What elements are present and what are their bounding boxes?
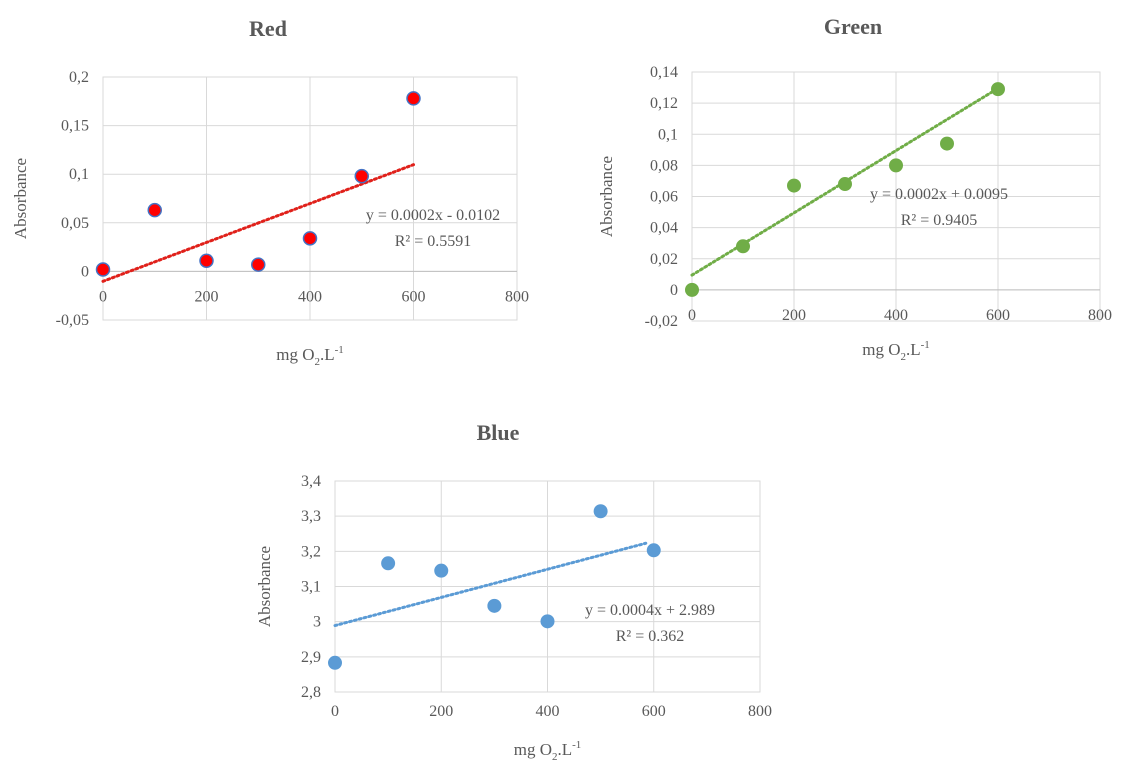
- green-data-point: [736, 239, 750, 254]
- red-x-tick-label: 800: [505, 288, 529, 305]
- blue-x-label-sub: 2: [552, 751, 558, 760]
- blue-trend-r2: R² = 0.362: [616, 628, 685, 645]
- blue-x-tick-label: 0: [331, 703, 339, 720]
- blue-x-label-main: mg O: [514, 740, 552, 759]
- green-data-point: [838, 177, 852, 192]
- green-chart: Green 0 200 400 600 800 -0,02 0 0,02 0,04 0,06 0,08…: [560, 0, 1121, 380]
- red-data-point: [406, 91, 421, 106]
- red-y-tick-label: 0,1: [69, 166, 89, 183]
- green-x-label-sub: 2: [900, 351, 906, 363]
- green-y-tick-label: 0,12: [650, 95, 678, 112]
- red-data-point: [199, 253, 214, 268]
- green-x-tick-label: 0: [688, 307, 696, 324]
- red-y-tick-label: 0,05: [61, 215, 89, 232]
- green-y-axis-label: Absorbance: [597, 156, 616, 237]
- blue-x-tick-label: 600: [642, 703, 666, 720]
- red-y-axis-label: Absorbance: [11, 158, 30, 239]
- red-y-tick-label: 0: [81, 263, 89, 280]
- green-chart-title: Green: [824, 14, 882, 39]
- red-x-tick-label: 200: [195, 288, 219, 305]
- red-y-tick-label: 0,15: [61, 118, 89, 135]
- green-x-label-main: mg O: [862, 340, 900, 359]
- red-x-tick-label: 400: [298, 288, 322, 305]
- blue-chart-svg: Blue 0 200 400 600 800 2,8 2,9 3 3,1 3,2 3,3 3,4 y = …: [255, 420, 772, 763]
- blue-data-point: [646, 543, 661, 558]
- blue-data-point: [593, 504, 608, 519]
- blue-x-label-rest: .L: [557, 740, 572, 759]
- blue-data-point: [381, 556, 396, 571]
- green-x-label-sup: -1: [921, 339, 930, 351]
- red-y-tick-label: 0,2: [69, 69, 89, 86]
- green-x-tick-label: 600: [986, 307, 1010, 324]
- red-trendline: [101, 163, 415, 283]
- green-x-tick-label: 400: [884, 307, 908, 324]
- blue-x-tick-label: 400: [536, 703, 560, 720]
- red-chart-svg: Red 0 200 400 600 800 -0,05 0 0,05 0,1 0,15 0,2 y = …: [11, 16, 529, 368]
- green-y-tick-label: 0,1: [658, 126, 678, 143]
- green-x-tick-label: 800: [1088, 307, 1112, 324]
- red-x-axis-label: mg O2.L-1: [276, 344, 344, 368]
- red-y-tick-label: -0,05: [56, 312, 89, 329]
- red-x-label-rest: .L: [320, 345, 335, 364]
- green-data-point: [991, 82, 1005, 97]
- red-data-point: [147, 202, 162, 218]
- red-x-label-main: mg O: [276, 345, 314, 364]
- green-x-tick-label: 200: [782, 307, 806, 324]
- blue-y-tick-label: 3,4: [301, 473, 321, 490]
- green-y-tick-label: 0,02: [650, 251, 678, 268]
- red-x-label-sup: -1: [335, 344, 344, 356]
- blue-chart-title: Blue: [477, 420, 520, 445]
- blue-y-tick-label: 3,3: [301, 508, 321, 525]
- green-y-tick-label: 0: [670, 282, 678, 299]
- green-trend-equation: y = 0.0002x + 0.0095: [870, 186, 1008, 203]
- blue-data-point: [434, 563, 449, 578]
- green-trend-r2: R² = 0.9405: [901, 212, 978, 229]
- blue-y-tick-label: 3,2: [301, 543, 321, 560]
- blue-y-tick-label: 2,9: [301, 649, 321, 666]
- red-data-point: [251, 257, 266, 272]
- green-x-label-rest: .L: [906, 340, 921, 359]
- green-data-point: [787, 178, 801, 193]
- green-x-axis-label: mg O2.L-1: [862, 339, 930, 363]
- blue-x-tick-label: 200: [429, 703, 453, 720]
- blue-data-point: [487, 598, 502, 613]
- red-chart-title: Red: [249, 16, 287, 41]
- red-trend-equation: y = 0.0002x - 0.0102: [366, 207, 500, 224]
- green-data-point: [889, 158, 903, 173]
- green-y-tick-label: 0,14: [650, 64, 678, 81]
- green-chart-svg: Green 0 200 400 600 800 -0,02 0 0,02 0,04 0,06 0,08…: [597, 14, 1112, 363]
- red-chart: Red 0 200 400 600 800 -0,05 0 0,05 0,1 0,15 0,2 y = …: [0, 0, 560, 380]
- green-y-tick-label: -0,02: [645, 313, 678, 330]
- red-x-label-sub: 2: [314, 356, 320, 368]
- red-data-point: [302, 231, 318, 246]
- blue-data-point: [328, 655, 342, 670]
- blue-data-point: [540, 614, 555, 629]
- blue-trendline: [333, 541, 648, 628]
- green-y-tick-label: 0,06: [650, 189, 678, 206]
- blue-y-tick-label: 3: [313, 614, 321, 631]
- red-trend-r2: R² = 0.5591: [395, 233, 472, 250]
- red-x-tick-label: 0: [99, 288, 107, 305]
- blue-y-axis-label: Absorbance: [255, 546, 274, 627]
- red-x-tick-label: 600: [402, 288, 426, 305]
- blue-x-label-sup: -1: [572, 739, 581, 751]
- blue-x-tick-label: 800: [748, 703, 772, 720]
- green-data-point: [685, 282, 699, 297]
- blue-y-tick-label: 3,1: [301, 579, 321, 596]
- red-data-point: [354, 168, 369, 184]
- blue-trend-equation: y = 0.0004x + 2.989: [585, 602, 715, 619]
- blue-y-tick-label: 2,8: [301, 684, 321, 701]
- green-y-tick-label: 0,08: [650, 157, 678, 174]
- red-data-point: [95, 262, 111, 277]
- green-y-tick-label: 0,04: [650, 220, 678, 237]
- blue-chart: Blue 0 200 400 600 800 2,8 2,9 3 3,1 3,2 3,3 3,4 y = …: [230, 395, 800, 763]
- green-data-point: [940, 136, 954, 151]
- blue-x-axis-label: mg O2.L-1: [514, 739, 582, 760]
